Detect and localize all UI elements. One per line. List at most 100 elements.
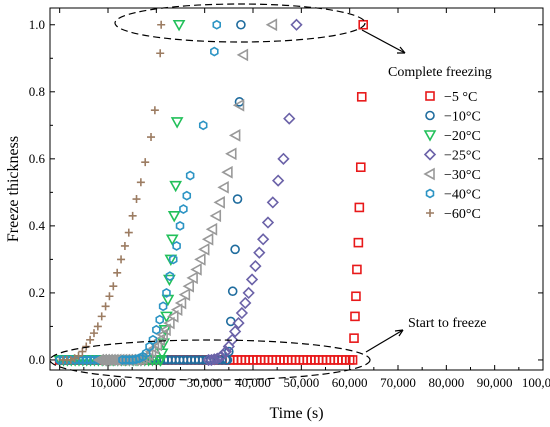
data-point: [182, 279, 194, 293]
legend-label: −25°C: [444, 149, 481, 164]
data-point: [147, 341, 160, 355]
data-point: [172, 19, 186, 32]
x-tick-label: 50,000: [283, 375, 319, 390]
data-point: [168, 254, 178, 265]
data-point: [101, 353, 113, 367]
data-point: [347, 355, 358, 365]
data-point: [105, 292, 114, 301]
data-point: [272, 174, 285, 187]
data-point: [261, 216, 275, 229]
series-3: [202, 18, 303, 367]
x-tick-label: 60,000: [332, 375, 368, 390]
data-point: [232, 194, 243, 204]
start-to-freeze-label: Start to freeze: [408, 316, 487, 331]
data-point: [245, 273, 259, 286]
data-point: [155, 348, 169, 360]
start-to-freeze-ellipse: [49, 339, 371, 381]
data-point: [227, 286, 238, 297]
complete-freezing-ellipse: [114, 3, 366, 43]
data-point: [154, 355, 168, 367]
complete-freezing-arrowhead: [397, 46, 406, 54]
data-point: [190, 263, 202, 276]
data-point: [104, 353, 116, 367]
data-point: [170, 117, 184, 129]
legend-label: −5 °C: [444, 90, 477, 105]
y-tick-label: 1.0: [29, 17, 45, 32]
data-point: [109, 282, 118, 291]
data-point: [150, 106, 159, 115]
data-point: [95, 353, 107, 367]
data-point: [155, 314, 164, 325]
data-point: [93, 322, 102, 331]
data-point: [349, 333, 359, 343]
data-point: [147, 133, 156, 142]
data-point: [232, 98, 245, 112]
x-tick-label: 40,000: [235, 375, 271, 390]
data-point: [198, 120, 208, 131]
data-point: [356, 92, 367, 102]
legend-marker: [423, 167, 435, 181]
data-point: [165, 271, 175, 282]
data-point: [352, 264, 362, 275]
start-to-freeze-arrow: [365, 329, 404, 353]
data-point: [97, 312, 106, 321]
data-point: [209, 209, 222, 223]
data-point: [266, 196, 279, 209]
data-point: [164, 254, 178, 267]
data-point: [92, 353, 105, 367]
data-point: [212, 19, 222, 30]
data-point: [120, 241, 129, 250]
data-point: [351, 291, 361, 302]
data-point: [194, 253, 206, 266]
data-point: [228, 325, 242, 338]
data-point: [157, 20, 166, 29]
data-point: [59, 355, 68, 364]
legend-marker: [423, 130, 437, 142]
data-point: [277, 152, 290, 165]
series-5: [118, 19, 222, 365]
data-point: [113, 268, 122, 277]
data-point: [78, 347, 87, 356]
complete-freezing-arrow: [361, 29, 406, 54]
y-tick-label: 0.8: [29, 84, 45, 99]
data-point: [185, 170, 195, 181]
data-point: [214, 351, 227, 364]
data-point: [86, 335, 95, 344]
data-point: [201, 232, 214, 246]
data-point: [70, 354, 79, 363]
data-point: [135, 353, 144, 364]
x-tick-label: 20,000: [138, 375, 174, 390]
data-point: [107, 353, 119, 367]
legend-marker: [426, 209, 434, 217]
x-tick-label: 10,000: [90, 375, 126, 390]
data-point: [205, 222, 218, 236]
legend-marker: [425, 110, 435, 121]
data-point: [353, 237, 364, 248]
legend-marker: [425, 91, 435, 101]
data-point: [202, 353, 215, 367]
series-0: [347, 19, 369, 365]
data-point: [178, 288, 191, 301]
data-point: [235, 306, 249, 320]
data-point: [156, 328, 168, 342]
data-point: [136, 178, 145, 187]
data-point: [249, 259, 262, 273]
data-point: [358, 19, 369, 30]
legend-marker: [425, 188, 435, 199]
data-point: [239, 296, 252, 310]
data-point: [230, 244, 240, 255]
data-point: [132, 195, 141, 204]
data-point: [156, 49, 165, 58]
x-tick-label: 100,000: [522, 375, 550, 390]
plot-frame: [49, 7, 544, 371]
series-6: [59, 20, 166, 364]
data-point: [162, 287, 171, 298]
data-point: [205, 353, 218, 367]
data-point: [350, 311, 360, 322]
data-point: [232, 316, 245, 330]
data-point: [110, 353, 122, 367]
data-point: [236, 48, 249, 62]
complete-freezing-label: Complete freezing: [388, 65, 492, 80]
data-point: [128, 211, 137, 220]
data-point: [118, 355, 127, 365]
